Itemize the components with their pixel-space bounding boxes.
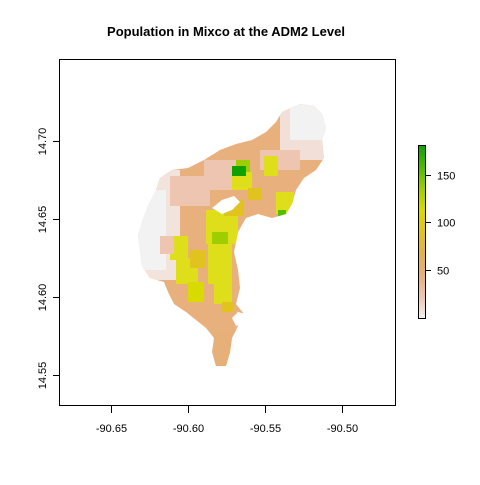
- legend-ticks: 50 100 150: [426, 171, 455, 278]
- legend-tick-label: 50: [437, 266, 449, 278]
- x-tick-label: -90.50: [327, 423, 358, 435]
- legend-colorbar: [418, 145, 426, 319]
- raster-hole: [212, 196, 240, 214]
- y-tick-label: 14.70: [37, 128, 49, 156]
- y-axis: 14.55 14.60 14.65 14.70: [37, 128, 60, 390]
- plot-frame: [59, 59, 396, 406]
- y-tick-label: 14.60: [37, 284, 49, 312]
- raster-notch: [232, 312, 246, 326]
- x-tick-label: -90.55: [250, 423, 281, 435]
- legend-tick-label: 100: [437, 218, 455, 230]
- x-axis: -90.65 -90.60 -90.55 -90.50: [96, 406, 358, 435]
- x-tick-label: -90.65: [96, 423, 127, 435]
- y-tick-label: 14.55: [37, 362, 49, 390]
- color-legend: 50 100 150: [418, 145, 455, 319]
- legend-tick-label: 150: [437, 171, 455, 183]
- x-tick-label: -90.60: [173, 423, 204, 435]
- y-tick-label: 14.65: [37, 206, 49, 234]
- map-title: Population in Mixco at the ADM2 Level: [107, 24, 345, 39]
